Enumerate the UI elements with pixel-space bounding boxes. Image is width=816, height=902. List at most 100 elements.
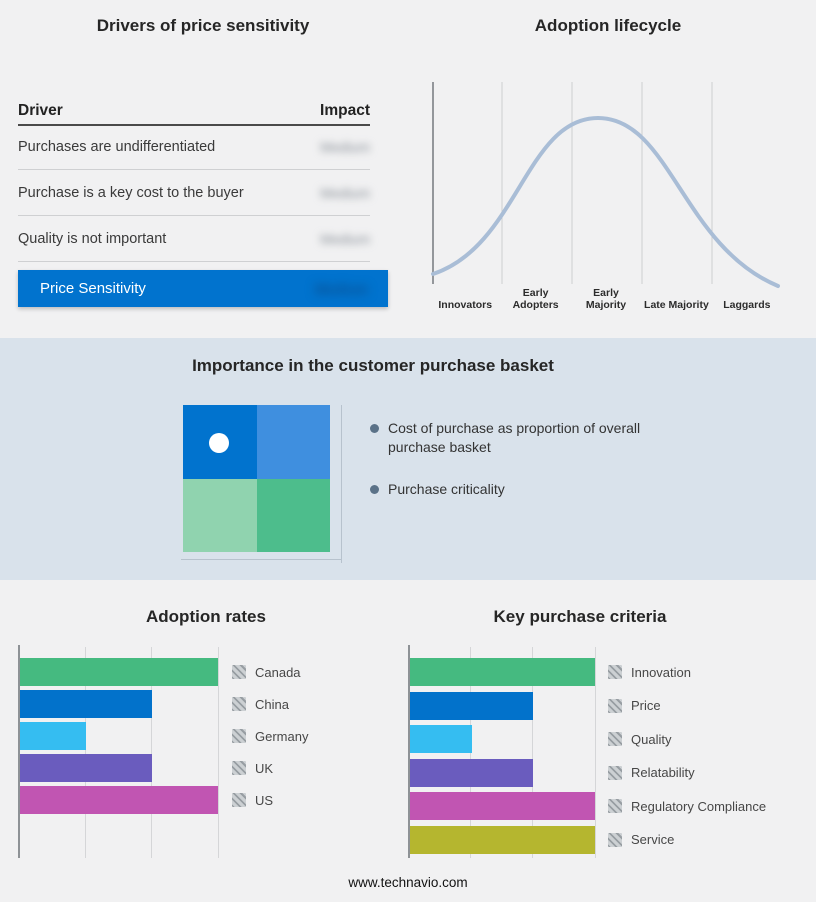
basket-title: Importance in the customer purchase bask… — [192, 356, 554, 375]
driver-row: Quality is not important Medium — [18, 216, 370, 262]
hatched-swatch-icon — [608, 832, 622, 847]
legend-item: US — [232, 786, 308, 814]
lifecycle-stage-label: Early Adopters — [512, 286, 559, 311]
drivers-title: Drivers of price sensitivity — [96, 16, 310, 35]
hatched-swatch-icon — [232, 729, 246, 743]
gridline — [594, 647, 596, 858]
bar-canada — [20, 658, 219, 686]
quadrant-axis-horizontal — [181, 559, 342, 560]
bar-germany — [20, 722, 87, 750]
lifecycle-title: Adoption lifecycle — [534, 16, 682, 35]
price-sensitivity-banner: Price Sensitivity Medium — [18, 270, 388, 307]
legend-item: Canada — [232, 658, 308, 686]
bar-china — [20, 690, 153, 718]
quadrant-axis-vertical — [341, 405, 342, 563]
bar-regulatory-compliance — [410, 792, 595, 820]
legend-item: Price — [608, 692, 766, 720]
bar-price — [410, 691, 534, 720]
legend-item: Service — [608, 826, 766, 854]
hatched-swatch-icon — [232, 665, 246, 679]
drivers-table-header: Driver Impact — [18, 94, 370, 126]
legend-label: Quality — [631, 731, 672, 747]
gridline — [532, 647, 534, 858]
legend-item: UK — [232, 754, 308, 782]
gridline — [151, 647, 153, 858]
adoption-lifecycle-plot — [431, 82, 780, 288]
bar-relatability — [410, 758, 534, 787]
basket-bullet: Purchase criticality — [370, 480, 648, 499]
quadrant-position-dot — [209, 433, 229, 453]
legend-item: Germany — [232, 722, 308, 750]
legend-item: China — [232, 690, 308, 718]
lifecycle-stage-label: Early Majority — [585, 286, 627, 311]
legend-label: Regulatory Compliance — [631, 798, 767, 814]
bullet-text: Cost of purchase as proportion of overal… — [388, 420, 641, 455]
lifecycle-stage-label: Late Majority — [644, 298, 709, 311]
bullet-icon — [370, 485, 379, 494]
bar-service — [410, 825, 595, 854]
quadrant-bottom-right — [256, 478, 330, 552]
impact-value-redacted: Medium — [320, 184, 370, 201]
legend-label: Price — [631, 698, 661, 713]
driver-text: Purchases are undifferentiated — [18, 138, 216, 155]
price-sensitivity-value-redacted: Medium — [315, 280, 368, 297]
hatched-swatch-icon — [232, 697, 246, 711]
adoption-curve — [431, 115, 780, 288]
bar-us — [20, 786, 219, 814]
drivers-table: Purchases are undifferentiated Medium Pu… — [18, 124, 370, 262]
impact-value-redacted: Medium — [320, 138, 370, 155]
bars — [20, 658, 228, 818]
driver-text: Quality is not important — [18, 230, 167, 247]
key-purchase-criteria-title: Key purchase criteria — [493, 607, 667, 626]
adoption-rates-title: Adoption rates — [146, 607, 266, 626]
legend-label: China — [255, 696, 289, 712]
legend-label: Germany — [255, 728, 309, 744]
lifecycle-stage-labels: Innovators Early Adopters Early Majority… — [430, 283, 782, 311]
hatched-swatch-icon — [232, 793, 246, 807]
impact-value-redacted: Medium — [320, 230, 370, 247]
lifecycle-stage-label: Innovators — [438, 298, 493, 311]
quadrant-bottom-left — [183, 478, 257, 552]
quadrant-top-right — [256, 405, 330, 479]
hatched-swatch-icon — [608, 698, 622, 713]
hatched-swatch-icon — [608, 799, 622, 813]
hatched-swatch-icon — [232, 761, 246, 775]
bar-innovation — [410, 658, 595, 686]
y-axis-line — [408, 645, 410, 858]
impact-column-header: Impact — [320, 102, 370, 119]
legend-label: Service — [631, 832, 675, 847]
driver-row: Purchases are undifferentiated Medium — [18, 124, 370, 170]
legend-label: Canada — [255, 664, 301, 680]
purchase-basket-band — [0, 338, 816, 580]
purchase-basket-quadrant — [183, 405, 330, 552]
adoption-rates-plot — [18, 645, 228, 858]
bullet-icon — [370, 424, 379, 433]
legend-item: Relatability — [608, 759, 766, 787]
legend-label: UK — [255, 760, 274, 776]
adoption-rates-legend: Canada China Germany UK US — [232, 658, 308, 818]
gridline — [84, 647, 86, 858]
footer-url: www.technavio.com — [348, 875, 468, 890]
driver-column-header: Driver — [18, 102, 63, 119]
hatched-swatch-icon — [608, 665, 622, 679]
driver-text: Purchase is a key cost to the buyer — [18, 184, 244, 201]
bullet-text: Purchase criticality — [388, 481, 505, 497]
lifecycle-stage-label: Laggards — [723, 298, 771, 311]
hatched-swatch-icon — [608, 765, 622, 780]
gridline — [218, 647, 219, 858]
legend-label: US — [255, 792, 274, 808]
bar-quality — [410, 725, 472, 753]
price-sensitivity-label: Price Sensitivity — [40, 280, 146, 297]
legend-item: Regulatory Compliance — [608, 792, 766, 820]
y-axis-line — [18, 645, 20, 858]
basket-bullet: Cost of purchase as proportion of overal… — [370, 419, 648, 457]
driver-row: Purchase is a key cost to the buyer Medi… — [18, 170, 370, 216]
key-purchase-criteria-legend: Innovation Price Quality Relatability Re… — [608, 658, 766, 859]
bars — [410, 658, 604, 859]
legend-label: Innovation — [631, 664, 691, 680]
key-purchase-criteria-plot — [408, 645, 604, 858]
legend-item: Innovation — [608, 658, 766, 686]
legend-label: Relatability — [631, 765, 695, 780]
hatched-swatch-icon — [608, 732, 622, 746]
